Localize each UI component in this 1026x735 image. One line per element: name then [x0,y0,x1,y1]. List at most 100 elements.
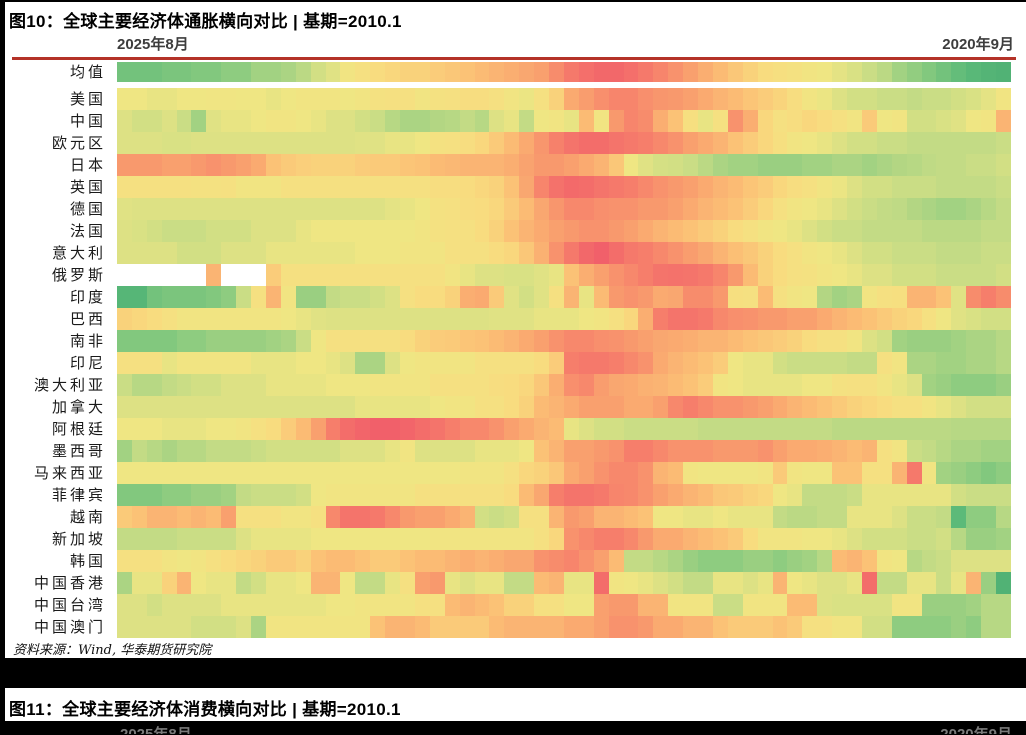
heatmap-row-cells [117,528,1011,550]
heatmap-cell [161,154,177,176]
heatmap-cell [772,308,788,330]
heatmap-cell [206,198,222,220]
heatmap-cell [549,396,564,418]
heatmap-cell [131,88,147,110]
heatmap-cell [787,220,803,242]
heatmap-cell [400,264,415,286]
heatmap-cell [698,484,713,506]
heatmap-cell [847,572,862,594]
heatmap-cell [832,242,848,264]
heatmap-cell [683,308,699,330]
heatmap-cell [981,506,997,528]
heatmap-cell [414,484,430,506]
heatmap-cell [593,550,609,572]
heatmap-cell [727,176,743,198]
heatmap-cell [414,594,430,616]
heatmap-cell [787,462,803,484]
heatmap-cell [698,396,713,418]
chart-top-rule [12,57,1016,60]
heatmap-row-cells [117,62,1011,82]
heatmap-cell [489,418,505,440]
heatmap-cell [280,220,296,242]
heatmap-cell [206,374,222,396]
heatmap-cell [474,418,490,440]
heatmap-cell [221,286,237,308]
heatmap-row: 阿根廷 [15,418,1015,440]
heatmap-cell [549,198,564,220]
heatmap-cell [772,88,788,110]
heatmap-cell [534,594,550,616]
row-label: 中国 [69,112,106,130]
heatmap-cell [489,528,505,550]
heatmap-cell [355,242,371,264]
heatmap-cell [429,374,445,396]
heatmap-cell [861,286,877,308]
heatmap-cell [996,506,1011,528]
heatmap-cell [489,88,505,110]
heatmap-cell [563,154,579,176]
heatmap-cell [712,330,728,352]
heatmap-cell [772,264,788,286]
heatmap-cell [787,132,803,154]
heatmap-cell [236,154,252,176]
heatmap-cell [414,176,430,198]
heatmap-cell [891,110,907,132]
heatmap-cell [653,396,669,418]
heatmap-cell [310,154,326,176]
heatmap-cell [683,242,699,264]
heatmap-cell [117,484,132,506]
heatmap-cell [861,242,877,264]
heatmap-cell [996,308,1011,330]
heatmap-cell [712,154,728,176]
heatmap-row-cells [117,198,1011,220]
heatmap-cell [236,62,252,82]
heatmap-cell [906,132,922,154]
heatmap-cell [265,484,281,506]
heatmap-cell [787,88,803,110]
heatmap-cell [727,616,743,638]
heatmap-cell [563,550,579,572]
heatmap-cell [966,62,982,82]
heatmap-cell [668,264,684,286]
heatmap-cell [668,396,684,418]
heatmap-cell [251,110,266,132]
heatmap-cell [191,462,207,484]
heatmap-cell [117,242,132,264]
heatmap-cell [698,198,713,220]
heatmap-cell [936,62,952,82]
heatmap-cell [787,616,803,638]
heatmap-cell [176,462,192,484]
heatmap-cell [817,132,833,154]
heatmap-cell [787,418,803,440]
heatmap-cell [757,176,773,198]
heatmap-cell [340,440,356,462]
heatmap-cell [847,594,862,616]
heatmap-cell [832,176,848,198]
heatmap-cell [280,462,296,484]
heatmap-cell [221,154,237,176]
heatmap-cell [772,286,788,308]
heatmap-cell [146,374,162,396]
heatmap-cell [787,286,803,308]
heatmap-cell [519,286,535,308]
heatmap-cell [370,528,386,550]
heatmap-cell [608,198,624,220]
heatmap-cell [861,594,877,616]
heatmap-cell [146,264,162,286]
heatmap-row: 美国 [15,88,1015,110]
heatmap: 均值 美国 中国 欧元区 日本 英国 德国 法国 意大利 俄罗斯 印度 巴西 南非 印尼 澳大利亚 加拿大 阿根… [15,62,1015,638]
heatmap-cell [951,572,967,594]
heatmap-cell [519,484,535,506]
heatmap-cell [653,352,669,374]
heatmap-cell [444,154,460,176]
heatmap-cell [117,286,132,308]
heatmap-cell [817,440,833,462]
heatmap-cell [802,242,818,264]
heatmap-cell [891,308,907,330]
heatmap-cell [653,374,669,396]
heatmap-cell [906,264,922,286]
heatmap-cell [131,220,147,242]
heatmap-row-cells [117,264,1011,286]
heatmap-row: 均值 [15,62,1015,82]
heatmap-cell [757,418,773,440]
